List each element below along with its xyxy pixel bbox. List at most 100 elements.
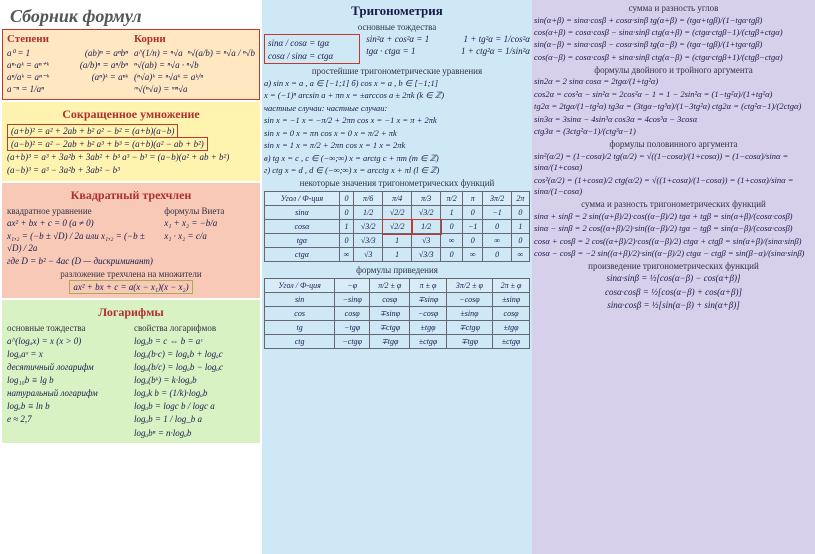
formula-line: logₐ(b/c) = logₐb − logₐc <box>134 360 255 373</box>
formula-line: logₐb = 1 / log_b a <box>134 413 255 426</box>
formula-line: logₐ(bᵏ) = k·logₐb <box>134 374 255 387</box>
product-funcs: sinα·sinβ = ½[cos(α−β) − cos(α+β)]cosα·c… <box>534 272 813 311</box>
quad-formulas-l: ax² + bx + c = 0 (a ≠ 0)x₁,₂ = (−b ± √D)… <box>7 217 158 269</box>
formula-line: частные случаи: частные случаи: <box>264 102 530 114</box>
formula-line: (a+b)² = a² + 2ab + b² a² − b² = (a+b)(a… <box>7 124 255 137</box>
double-triple: sin2α = 2 sinα cosα = 2tgα/(1+tg²α)cos2α… <box>534 76 813 138</box>
formula-line: (a+b)³ = a³ + 3a²b + 3ab² + b³ a³ − b³ =… <box>7 150 255 163</box>
sum-diff-funcs: sinα + sinβ = 2 sin((α+β)/2)·cos((α−β)/2… <box>534 210 813 260</box>
double-title: формулы двойного и тройного аргумента <box>534 64 813 76</box>
formula-line: cos2α = cos²α − sin²α = 2cos²α − 1 = 1 −… <box>534 88 813 100</box>
roots-title: Корни <box>134 33 255 47</box>
formula-line: где D = b² − 4ac (D — дискриминант) <box>7 255 158 268</box>
quad-title: Квадратный трехчлен <box>7 187 255 205</box>
trig-title: Тригонометрия <box>264 2 530 21</box>
log-sub-r: свойства логарифмов <box>134 322 255 334</box>
formula-line: sin(α+β) = sinα·cosβ + cosα·sinβ tg(α+β)… <box>534 14 813 26</box>
formula-line: logₐbⁿ = n·logₐb <box>134 426 255 439</box>
formula-line: cos(α−β) = cosα·cosβ + sinα·sinβ ctg(α−β… <box>534 51 813 63</box>
quad-formulas-r: x₁ + x₂ = −b/ax₁ · x₂ = c/a <box>164 217 255 243</box>
formula-row: aⁿ·aᵏ = aⁿ⁺ᵏ(a/b)ⁿ = aⁿ/bⁿ <box>7 59 128 71</box>
right-column: сумма и разность углов sin(α+β) = sinα·c… <box>532 0 815 554</box>
formula-line: cosα − cosβ = −2 sin((α+β)/2)·sin((α−β)/… <box>534 248 813 260</box>
formula-line: натуральный логарифм <box>7 387 128 400</box>
formula-line: sin3α = 3sinα − 4sin³α cos3α = 4cos³α − … <box>534 113 813 125</box>
formula-row: ᵐ√(ⁿ√a) = ᵐⁿ√a <box>134 84 255 96</box>
formula-line: sinα − sinβ = 2 cos((α+β)/2)·sin((α−β)/2… <box>534 223 813 235</box>
half-title: формулы половинного аргумента <box>534 138 813 150</box>
formula-line: cosα·cosβ = ½[cos(α−β) + cos(α+β)] <box>534 285 813 298</box>
section-quadratic: Квадратный трехчлен квадратное уравнение… <box>2 183 260 299</box>
mid-column: Тригонометрия основные тождества sinα / … <box>262 0 532 554</box>
reduction-table: Угол / Ф-ция−φπ/2 ± φπ ± φ3π/2 ± φ2π ± φ… <box>264 278 530 349</box>
section-mult: Сокращенное умножение (a+b)² = a² + 2ab … <box>2 102 260 181</box>
log-formulas-l: a^(logₐx) = x (x > 0)logₐaˣ = xдесятичны… <box>7 334 128 426</box>
log-sub-l: основные тождества <box>7 322 128 334</box>
reduce-title: формулы приведения <box>264 264 530 276</box>
formula-line: sin x = 0 x = πn cos x = 0 x = π/2 + πk <box>264 127 530 139</box>
formula-sheet: Сборник формул Степени a⁰ = 1(ab)ⁿ = aⁿb… <box>0 0 815 554</box>
formula-line: ax² + bx + c = 0 (a ≠ 0) <box>7 217 158 230</box>
section-log: Логарифмы основные тождества a^(logₐx) =… <box>2 300 260 443</box>
formula-line: tg2α = 2tgα/(1−tg²α) tg3α = (3tgα−tg³α)/… <box>534 101 813 113</box>
formula-line: г) ctg x = d , d ∈ (−∞;∞) x = arcctg x +… <box>264 165 530 177</box>
section-powers-roots: Степени a⁰ = 1(ab)ⁿ = aⁿbⁿaⁿ·aᵏ = aⁿ⁺ᵏ(a… <box>2 29 260 100</box>
formula-row: a⁻ⁿ = 1/aⁿ <box>7 84 128 96</box>
formula-row: a⁰ = 1(ab)ⁿ = aⁿbⁿ <box>7 47 128 59</box>
quad-factor-title: разложение трехчлена на множители <box>7 268 255 280</box>
trig-values-table: Угол / Ф-ция0π/6π/4π/3π/2π3π/22πsinα01/2… <box>264 191 530 262</box>
prod-title: произведение тригонометрических функций <box>534 260 813 272</box>
quad-sub-l: квадратное уравнение <box>7 205 158 217</box>
quad-sub-r: формулы Виета <box>164 205 255 217</box>
formula-line: sinα / cosα = tgα <box>268 36 356 49</box>
formula-line: sin2α = 2 sinα cosα = 2tgα/(1+tg²α) <box>534 76 813 88</box>
formula-line: logₐaˣ = x <box>7 347 128 360</box>
ident-subtitle: основные тождества <box>264 21 530 33</box>
formula-line: a^(logₐx) = x (x > 0) <box>7 334 128 347</box>
roots-formulas: a^(1/n) = ⁿ√aⁿ√(a/b) = ⁿ√a / ⁿ√bⁿ√(ab) =… <box>134 47 255 96</box>
log-formulas-r: logₐb = c ⇔ b = aᶜlogₐ(b·c) = logₐb + lo… <box>134 334 255 439</box>
powers-title: Степени <box>7 33 128 47</box>
eq-subtitle: простейшие тригонометрические уравнения <box>264 65 530 77</box>
formula-line: sinα + sinβ = 2 sin((α+β)/2)·cos((α−β)/2… <box>534 210 813 222</box>
main-title: Сборник формул <box>2 2 260 29</box>
formula-line: ctg3α = (3ctg²α−1)/(ctg³α−1) <box>534 126 813 138</box>
formula-line: десятичный логарифм <box>7 360 128 373</box>
ident-rows: sin²α + cos²α = 11 + tg²α = 1/cos²αtgα ·… <box>366 33 530 58</box>
formula-line: sin x = 1 x = π/2 + 2πn cos x = 1 x = 2π… <box>264 140 530 152</box>
formula-line: cos(α+β) = cosα·cosβ − sinα·sinβ ctg(α+β… <box>534 26 813 38</box>
left-column: Сборник формул Степени a⁰ = 1(ab)ⁿ = aⁿb… <box>0 0 262 554</box>
formula-line: sin x = −1 x = −π/2 + 2πn cos x = −1 x =… <box>264 115 530 127</box>
formula-row: ⁿ√(ab) = ⁿ√a · ⁿ√b <box>134 59 255 71</box>
formula-row: (ⁿ√a)ᵏ = ⁿ√aᵏ = aᵏ/ⁿ <box>134 72 255 84</box>
half-angle: sin²(α/2) = (1−cosα)/2 tg(α/2) = √((1−co… <box>534 150 813 198</box>
formula-line: cosα + cosβ = 2 cos((α+β)/2)·cos((α−β)/2… <box>534 235 813 247</box>
sum-diff-angles: sin(α+β) = sinα·cosβ + cosα·sinβ tg(α+β)… <box>534 14 813 64</box>
formula-line: sinα·sinβ = ½[cos(α−β) − cos(α+β)] <box>534 272 813 285</box>
mult-title: Сокращенное умножение <box>7 106 255 124</box>
formula-line: x = (−1)ⁿ arcsin a + πn x = ±arccos a ± … <box>264 90 530 102</box>
trig-table-title: некоторые значения тригонометрических фу… <box>264 177 530 189</box>
formula-line: logₐk b = (1/k)·logₐb <box>134 387 255 400</box>
formula-line: в) tg x = c , c ∈ (−∞;∞) x = arctg c + π… <box>264 152 530 164</box>
formula-row: a^(1/n) = ⁿ√aⁿ√(a/b) = ⁿ√a / ⁿ√b <box>134 47 255 59</box>
sum-title: сумма и разность углов <box>534 2 813 14</box>
quad-factor: ax² + bx + c = a(x − x₁)(x − x₂) <box>69 280 192 294</box>
formula-line: x₁ · x₂ = c/a <box>164 230 255 243</box>
mult-formulas: (a+b)² = a² + 2ab + b² a² − b² = (a+b)(a… <box>7 124 255 177</box>
formula-line: logₐb = c ⇔ b = aᶜ <box>134 334 255 347</box>
formula-line: logₐ(b·c) = logₐb + logₐc <box>134 347 255 360</box>
ident-box: sinα / cosα = tgαcosα / sinα = ctgα <box>264 34 360 64</box>
formula-line: sin²(α/2) = (1−cosα)/2 tg(α/2) = √((1−co… <box>534 150 813 174</box>
powers-formulas: a⁰ = 1(ab)ⁿ = aⁿbⁿaⁿ·aᵏ = aⁿ⁺ᵏ(a/b)ⁿ = a… <box>7 47 128 96</box>
formula-line: logₐb = logc b / logc a <box>134 400 255 413</box>
formula-line: e ≈ 2,7 <box>7 413 128 426</box>
formula-line: log₁₀b ≡ lg b <box>7 374 128 387</box>
formula-line: sinα·cosβ = ½[sin(α−β) + sin(α+β)] <box>534 298 813 311</box>
formula-line: cos²(α/2) = (1+cosα)/2 ctg(α/2) = √((1+c… <box>534 174 813 198</box>
formula-line: (a−b)³ = a³ − 3a²b + 3ab² − b³ <box>7 163 255 176</box>
formula-line: x₁ + x₂ = −b/a <box>164 217 255 230</box>
formula-line: a) sin x = a , a ∈ [−1;1] б) cos x = a ,… <box>264 77 530 89</box>
sumdiff-title: сумма и разность тригонометрических функ… <box>534 198 813 210</box>
formula-line: cosα / sinα = ctgα <box>268 49 356 62</box>
